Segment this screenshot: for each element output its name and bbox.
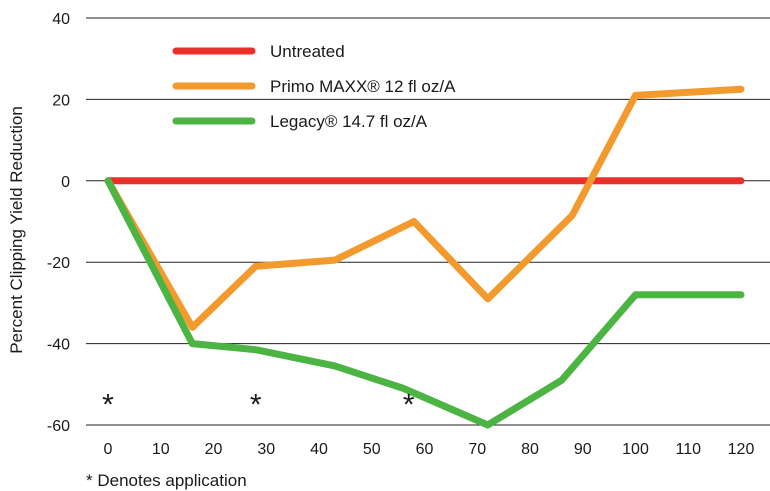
x-tick-label: 100	[622, 441, 649, 458]
y-tick-label: -40	[47, 337, 70, 354]
x-tick-label: 70	[468, 441, 486, 458]
x-tick-label: 60	[416, 441, 434, 458]
x-tick-label: 120	[728, 441, 755, 458]
y-tick-label: -60	[47, 418, 70, 435]
x-tick-label: 50	[363, 441, 381, 458]
x-tick-label: 30	[257, 441, 275, 458]
series-line-1	[104, 85, 745, 331]
x-tick-label: 20	[205, 441, 223, 458]
x-tick-label: 80	[521, 441, 539, 458]
application-marker: *	[250, 389, 262, 422]
y-tick-label: 0	[61, 174, 70, 191]
y-tick-label: -20	[47, 255, 70, 272]
application-markers: * * *	[102, 389, 415, 422]
legend-label-2: Legacy® 14.7 fl oz/A	[270, 112, 428, 131]
x-tick-label: 90	[574, 441, 592, 458]
legend: Untreated Primo MAXX® 12 fl oz/A Legacy® 1…	[172, 42, 456, 131]
y-axis-ticks: 40 20 0 -20 -40 -60	[47, 11, 70, 435]
x-tick-label: 10	[152, 441, 170, 458]
application-marker: *	[403, 389, 415, 422]
y-tick-label: 20	[52, 92, 70, 109]
application-marker: *	[102, 389, 114, 422]
legend-label-1: Primo MAXX® 12 fl oz/A	[270, 77, 456, 96]
legend-label-0: Untreated	[270, 42, 345, 61]
x-tick-label: 40	[310, 441, 328, 458]
y-tick-label: 40	[52, 11, 70, 28]
y-axis-label: Percent Clipping Yield Reduction	[7, 106, 26, 354]
footnote: * Denotes application	[86, 471, 247, 490]
series-line-2	[104, 177, 745, 429]
x-axis-ticks: 0 10 20 30 40 50 60 70 80 90 100 110 120	[104, 441, 755, 458]
x-tick-label: 0	[104, 441, 113, 458]
series-lines	[104, 85, 745, 429]
x-tick-label: 110	[675, 441, 701, 458]
